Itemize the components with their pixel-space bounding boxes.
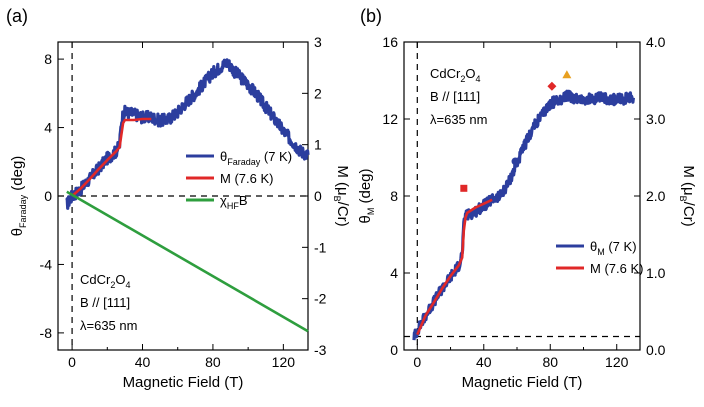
legend-label: M (7.6 K): [590, 261, 643, 276]
panel-label: (a): [6, 6, 28, 26]
annotation-wavelength: λ=635 nm: [80, 318, 137, 333]
panel-label: (b): [360, 6, 382, 26]
x-tick-label: 120: [605, 354, 629, 370]
x-tick-label: 0: [413, 354, 421, 370]
marker-circle: [511, 157, 520, 166]
y-left-tick-label: 0: [44, 188, 52, 204]
x-tick-label: 40: [476, 354, 492, 370]
annotation-wavelength: λ=635 nm: [430, 112, 487, 127]
y-right-tick-label: 0.0: [646, 342, 666, 358]
y-right-tick-label: -2: [314, 291, 327, 307]
legend-label: χHFB: [220, 193, 248, 211]
series-line-m: [71, 117, 152, 197]
y-right-tick-label: 0: [314, 188, 322, 204]
legend-label: M (7.6 K): [220, 171, 273, 186]
panel-a: (a) 0 40 80 120 -8 -4 0 4 8 -3 -2 -1 0 1 2 3 Magnetic Fie…: [6, 6, 351, 391]
series-line-m: [416, 198, 493, 336]
y-right-axis-title: M (μB/Cr): [332, 165, 351, 226]
x-tick-label: 80: [542, 354, 558, 370]
y-right-axis-title: M (μB/Cr): [678, 165, 697, 226]
y-left-tick-label: -8: [40, 325, 53, 341]
x-tick-label: 40: [135, 354, 151, 370]
y-left-tick-label: -4: [40, 256, 53, 272]
legend-label: θM (7 K): [590, 239, 637, 257]
y-right-tick-label: 1: [314, 137, 322, 153]
series-line-theta: [65, 58, 310, 210]
y-left-tick-label: 8: [390, 188, 398, 204]
y-left-axis-title: θM (deg): [357, 168, 376, 223]
y-right-tick-label: 2: [314, 85, 322, 101]
y-left-tick-label: 16: [382, 34, 398, 50]
y-right-tick-label: 3: [314, 34, 322, 50]
y-right-tick-label: -1: [314, 239, 327, 255]
annotation-field: B // [111]: [430, 89, 480, 104]
annotation-field: B // [111]: [80, 295, 130, 310]
annotation-formula: CdCr2O4: [80, 272, 131, 290]
y-left-tick-label: 0: [390, 342, 398, 358]
panel-b: (b) 0 40 80 120 0 4 8 12 16 0.0 1.0 2.0 3.0 4.0 Magneti…: [357, 6, 697, 391]
marker-diamond: [547, 81, 557, 91]
y-left-tick-label: 4: [390, 265, 398, 281]
annotation-formula: CdCr2O4: [430, 66, 481, 84]
marker-triangle: [562, 70, 572, 79]
x-axis-title: Magnetic Field (T): [123, 374, 244, 391]
y-right-tick-label: -3: [314, 342, 327, 358]
legend-label: θFaraday (7 K): [220, 149, 292, 167]
y-left-tick-label: 12: [382, 111, 398, 127]
y-right-tick-label: 2.0: [646, 188, 666, 204]
y-left-tick-label: 8: [44, 51, 52, 67]
series-line-theta: [412, 89, 635, 341]
series-line-chi: [66, 190, 309, 333]
marker-square: [460, 184, 468, 192]
x-tick-label: 120: [272, 354, 296, 370]
y-left-tick-label: 4: [44, 120, 52, 136]
y-right-tick-label: 3.0: [646, 111, 666, 127]
x-tick-label: 0: [68, 354, 76, 370]
y-right-tick-label: 1.0: [646, 265, 666, 281]
x-tick-label: 80: [205, 354, 221, 370]
y-left-axis-title: θFaraday (deg): [9, 156, 28, 237]
y-right-tick-label: 4.0: [646, 34, 666, 50]
x-axis-title: Magnetic Field (T): [462, 374, 583, 391]
